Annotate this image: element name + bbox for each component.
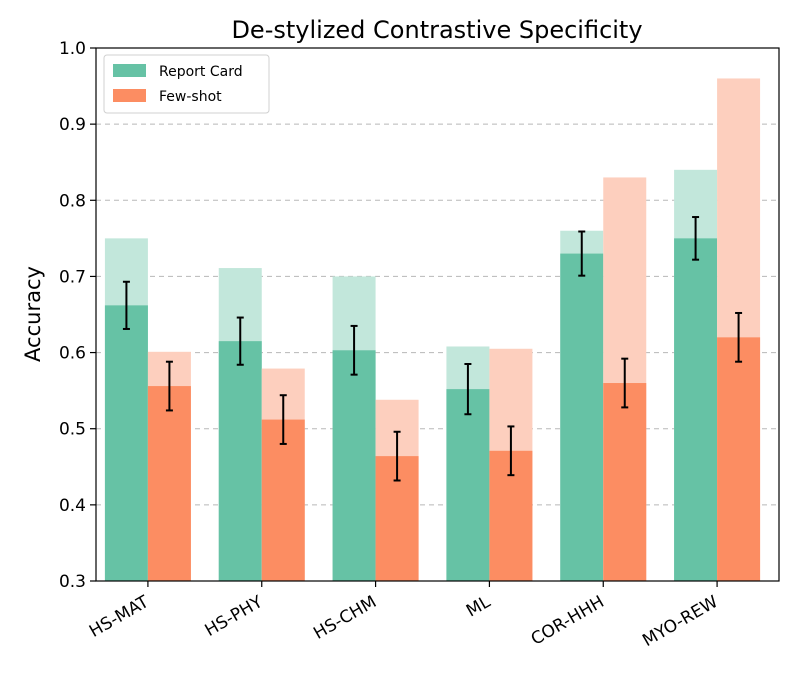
legend-swatch-few-shot — [113, 89, 146, 102]
x-tick-label: HS-CHM — [310, 592, 380, 644]
y-tick-label: 0.9 — [59, 115, 86, 135]
x-tick-label: MYO-REW — [639, 592, 721, 651]
x-tick-label: HS-PHY — [202, 592, 267, 641]
y-tick-label: 0.5 — [59, 420, 86, 440]
y-tick-label: 0.8 — [59, 191, 86, 211]
legend-label-report-card: Report Card — [159, 64, 243, 80]
x-tick-label: HS-MAT — [86, 592, 153, 642]
bar-few-shot — [717, 337, 761, 581]
bar-few-shot — [147, 386, 191, 581]
legend: Report Card Few-shot — [103, 54, 270, 114]
error-bars-layer — [122, 216, 743, 482]
bar-report-card — [218, 341, 262, 581]
legend-swatch-report-card — [113, 64, 146, 77]
bar-few-shot — [603, 383, 647, 581]
bar-report-card — [332, 350, 376, 581]
bar-few-shot — [261, 419, 305, 581]
y-tick-label: 0.6 — [59, 344, 86, 364]
x-tick-label: COR-HHH — [528, 592, 608, 650]
y-axis: 0.3 0.4 0.5 0.6 0.7 0.8 0.9 1.0 — [59, 39, 96, 592]
y-axis-label: Accuracy — [21, 266, 45, 362]
chart-title: De-stylized Contrastive Specificity — [231, 16, 642, 44]
legend-label-few-shot: Few-shot — [159, 89, 222, 105]
y-tick-label: 0.7 — [59, 267, 86, 287]
y-tick-label: 0.3 — [59, 572, 86, 592]
grid-layer — [96, 123, 779, 506]
x-axis: HS-MAT HS-PHY HS-CHM ML COR-HHH MYO-REW — [86, 581, 722, 651]
plot-frame — [95, 47, 780, 582]
y-tick-label: 0.4 — [59, 496, 86, 516]
bar-report-card — [446, 389, 490, 581]
bar-report-card — [560, 253, 604, 582]
x-tick-label: ML — [463, 592, 494, 622]
y-tick-label: 1.0 — [59, 39, 86, 59]
bars-layer — [104, 78, 761, 582]
bar-report-card — [104, 305, 148, 581]
bar-report-card — [674, 238, 718, 581]
